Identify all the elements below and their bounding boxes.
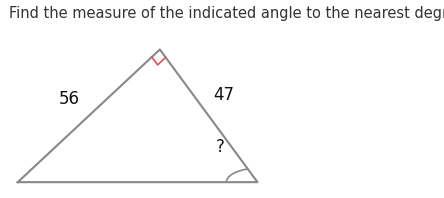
Text: ?: ?	[215, 138, 224, 155]
Text: 47: 47	[214, 86, 235, 104]
Text: Find the measure of the indicated angle to the nearest degree.: Find the measure of the indicated angle …	[9, 6, 444, 21]
Text: 56: 56	[58, 90, 79, 108]
